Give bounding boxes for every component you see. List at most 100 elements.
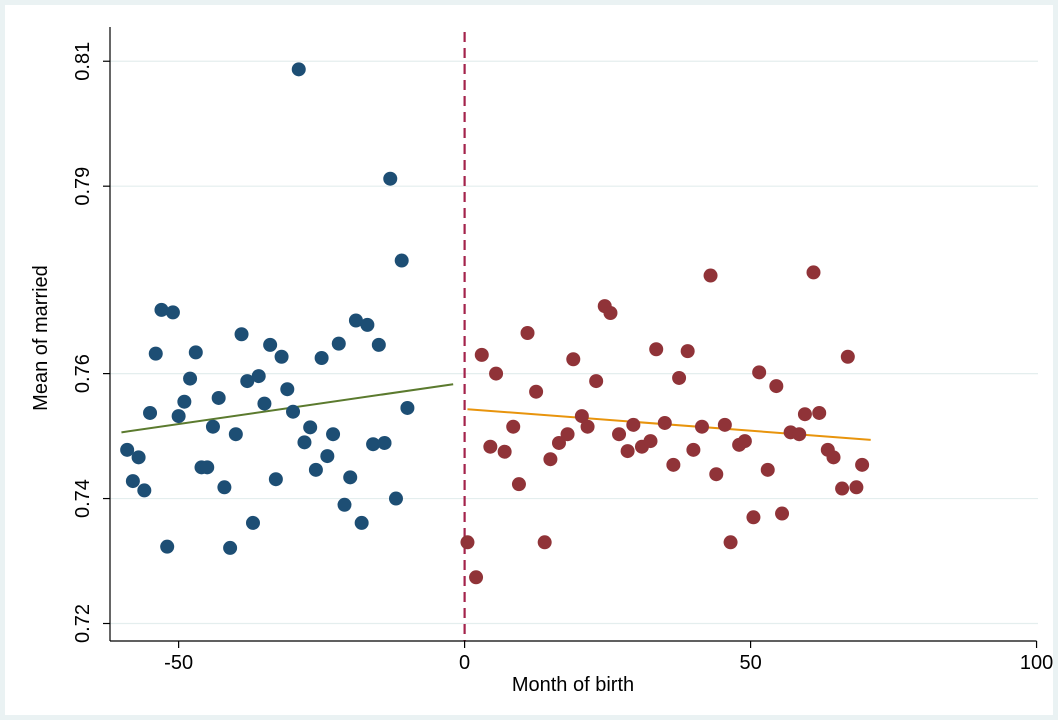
data-points [120, 62, 870, 585]
right-data-point [737, 434, 752, 449]
left-data-point [211, 390, 226, 405]
left-data-point [366, 437, 381, 452]
left-data-point [160, 539, 175, 554]
right-data-point [840, 349, 855, 364]
right-data-point [694, 419, 709, 434]
right-data-point [686, 442, 701, 457]
right-data-point [626, 417, 641, 432]
right-data-point [760, 462, 775, 477]
left-data-point [274, 349, 289, 364]
left-data-point [348, 313, 363, 328]
left-data-point [177, 394, 192, 409]
left-data-point [234, 327, 249, 342]
right-data-point [520, 326, 535, 340]
left-data-point [165, 305, 180, 320]
right-data-point [620, 444, 635, 459]
left-data-point [228, 427, 243, 442]
left-data-point [120, 442, 135, 457]
left-data-point [343, 470, 358, 485]
right-data-point [543, 452, 558, 467]
left-data-point [308, 462, 323, 477]
right-data-point [855, 457, 870, 472]
right-data-point [672, 370, 687, 385]
left-data-point [377, 435, 392, 450]
left-data-point [217, 480, 232, 495]
right-data-point [603, 306, 618, 321]
left-data-point [240, 374, 255, 389]
right-data-point [797, 407, 812, 422]
right-data-point [489, 366, 504, 381]
left-data-point [354, 515, 369, 530]
left-data-point [303, 420, 318, 435]
right-data-point [746, 510, 761, 525]
y-axis-title: Mean of married [30, 265, 52, 411]
left-data-point [143, 405, 158, 420]
right-data-point [717, 417, 732, 432]
y-tick-label: 0.81 [72, 42, 94, 81]
x-tick-label: 0 [459, 652, 470, 674]
gridlines [110, 60, 1038, 625]
axes: 0.72 0.74 0.76 0.79 0.81 -50 0 50 100 [72, 27, 1053, 674]
right-data-point [806, 265, 821, 280]
left-data-point [394, 253, 409, 268]
left-data-point [320, 449, 335, 464]
left-data-point [314, 350, 329, 365]
right-data-point [649, 342, 664, 357]
right-data-point [703, 268, 718, 283]
left-data-point [291, 62, 306, 77]
right-data-point [566, 352, 581, 367]
right-data-point [474, 347, 489, 362]
left-data-point [200, 460, 215, 475]
y-tick-label: 0.76 [72, 354, 94, 393]
scatter-chart: 0.72 0.74 0.76 0.79 0.81 -50 0 50 100 Month of b… [30, 27, 1053, 696]
x-tick-label: 100 [1020, 652, 1053, 674]
right-data-point [537, 535, 552, 550]
left-data-point [263, 337, 278, 352]
right-data-point [560, 427, 575, 442]
left-data-point [148, 346, 163, 361]
right-data-point [612, 427, 627, 442]
left-data-point [205, 419, 220, 434]
left-data-point [371, 337, 386, 352]
left-data-point [326, 427, 341, 442]
figure-background: 0.72 0.74 0.76 0.79 0.81 -50 0 50 100 Month of b… [5, 5, 1053, 715]
right-data-point [826, 450, 841, 465]
right-data-point [769, 379, 784, 394]
right-data-point [511, 477, 526, 492]
left-data-point [223, 540, 238, 555]
left-data-point [383, 171, 398, 186]
left-data-point [131, 450, 146, 465]
left-data-point [137, 483, 152, 498]
right-data-point [497, 444, 512, 459]
left-data-point [268, 472, 283, 487]
left-data-point [257, 396, 272, 411]
x-axis-title: Month of birth [512, 674, 634, 696]
right-data-point [483, 439, 498, 454]
right-data-point [460, 535, 475, 550]
right-data-point [469, 570, 484, 585]
right-data-point [775, 506, 790, 521]
left-data-point [360, 317, 375, 332]
y-tick-label: 0.74 [72, 479, 94, 518]
left-data-point [400, 400, 415, 415]
right-data-point [666, 457, 681, 472]
right-data-point [723, 535, 738, 550]
right-data-point [680, 344, 695, 359]
left-data-point [171, 409, 186, 424]
left-data-point [188, 345, 203, 360]
right-data-point [529, 384, 544, 399]
x-tick-label: -50 [164, 652, 193, 674]
right-data-point [849, 480, 864, 495]
right-data-point [580, 419, 595, 434]
x-tick-label: 50 [739, 652, 761, 674]
right-data-point [643, 434, 658, 449]
y-tick-label: 0.72 [72, 604, 94, 643]
left-data-point [337, 497, 352, 512]
right-data-point [752, 365, 767, 380]
y-tick-label: 0.79 [72, 167, 94, 206]
right-data-point [551, 435, 566, 450]
right-data-point [812, 405, 827, 420]
left-data-point [388, 491, 403, 506]
right-data-point [792, 427, 807, 442]
left-data-point [245, 515, 260, 530]
